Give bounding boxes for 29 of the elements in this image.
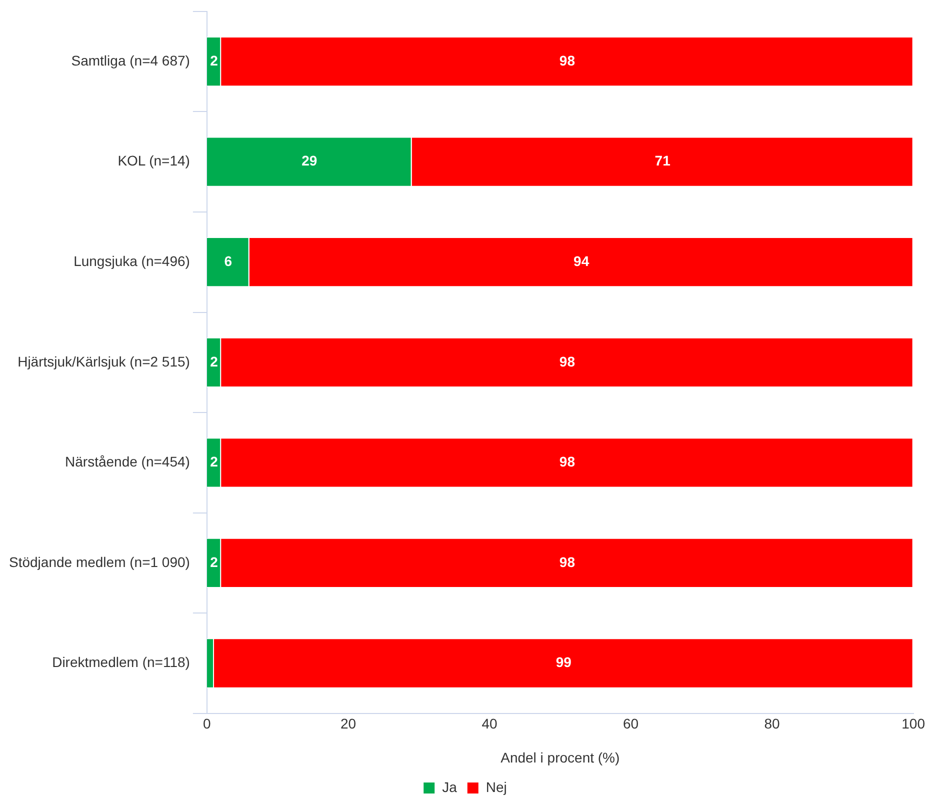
x-tick-label: 80: [764, 716, 780, 732]
legend-label: Ja: [442, 778, 458, 795]
data-label: 98: [559, 353, 576, 370]
x-tick-label: 0: [203, 716, 212, 732]
y-tick-label: Samtliga (n=4 687): [71, 52, 190, 68]
y-tick-label: Närstående (n=454): [65, 454, 190, 470]
data-label: 2: [210, 554, 218, 570]
data-label: 71: [654, 152, 671, 169]
y-tick-label: Lungsjuka (n=496): [74, 252, 190, 269]
data-label: 6: [224, 252, 232, 269]
data-label: 2: [210, 454, 218, 470]
legend-label: Nej: [486, 778, 507, 795]
x-tick-label: 100: [902, 716, 926, 732]
y-tick-label: KOL (n=14): [118, 152, 190, 169]
data-label: 99: [556, 654, 572, 670]
y-tick-label: Direktmedlem (n=118): [52, 654, 190, 670]
data-label: 98: [559, 52, 576, 68]
data-label: 98: [559, 454, 576, 470]
x-axis-title: Andel i procent (%): [500, 749, 620, 766]
data-label: 2: [210, 52, 218, 68]
data-label: 98: [559, 554, 576, 570]
y-tick-label: Stödjande medlem (n=1 090): [8, 554, 190, 570]
x-tick-label: 20: [340, 716, 356, 732]
y-tick-label: Hjärtsjuk/Kärlsjuk (n=2 515): [18, 353, 190, 370]
data-label: 29: [302, 152, 318, 169]
data-label: 94: [574, 252, 590, 269]
x-tick-label: 60: [622, 716, 639, 732]
data-label: 2: [210, 353, 218, 370]
x-tick-label: 40: [482, 716, 498, 732]
